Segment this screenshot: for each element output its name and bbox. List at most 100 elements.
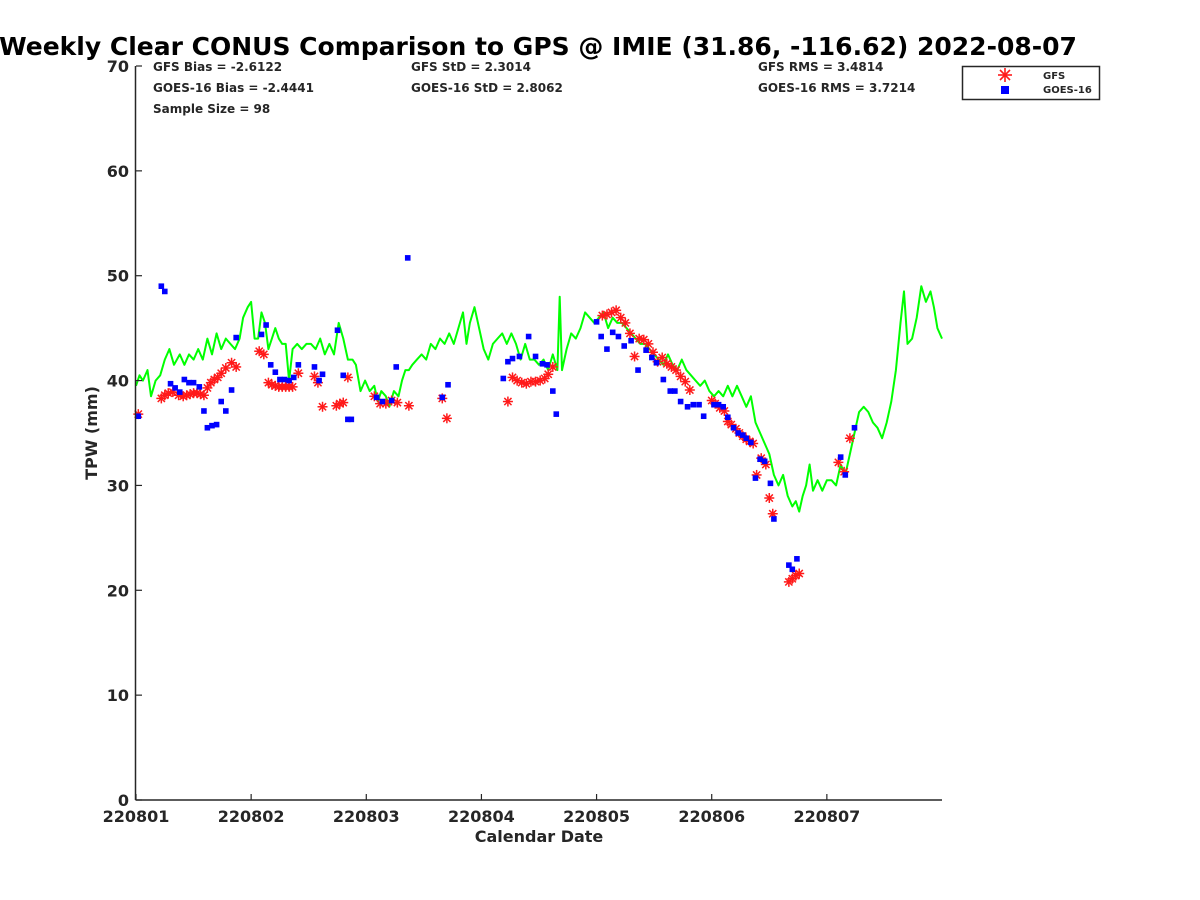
- y-axis-label: TPW (mm): [82, 386, 101, 480]
- goes-std-text: GOES-16 StD = 2.8062: [411, 81, 563, 95]
- gps-series-line: [135, 285, 943, 513]
- goes16-point: [190, 379, 197, 386]
- goes16-point: [277, 376, 283, 383]
- y-axis-ticks: 0 10 20 30 40 50 60 70: [107, 57, 142, 810]
- goes16-point: [635, 367, 641, 373]
- gfs-point: [317, 401, 328, 412]
- goes16-point: [209, 422, 215, 429]
- goes16-point: [628, 337, 634, 344]
- goes16-point: [761, 458, 768, 465]
- goes16-point: [715, 401, 722, 408]
- goes16-point: [161, 288, 168, 295]
- goes16-point: [598, 333, 604, 340]
- goes16-point: [267, 362, 274, 368]
- gfs-point: [643, 338, 654, 349]
- y-tick-label: 60: [107, 162, 129, 181]
- goes16-point: [345, 416, 351, 423]
- goes16-point: [767, 480, 774, 487]
- gfs-point: [844, 433, 855, 444]
- goes16-point: [218, 398, 225, 405]
- gfs-point: [684, 385, 695, 396]
- goes16-point: [393, 364, 400, 370]
- goes16-point: [516, 353, 523, 360]
- gfs-point: [611, 305, 622, 316]
- goes16-point: [176, 389, 183, 395]
- goes-rms-text: GOES-16 RMS = 3.7214: [758, 81, 915, 95]
- goes16-point: [263, 322, 269, 328]
- y-tick-label: 70: [107, 57, 129, 76]
- goes16-point: [181, 376, 188, 383]
- goes16-point: [445, 381, 451, 388]
- gfs-point: [543, 369, 554, 380]
- goes16-point: [786, 562, 792, 568]
- goes16-point: [789, 566, 796, 573]
- goes16-point: [348, 416, 355, 423]
- goes16-point: [711, 401, 717, 408]
- goes16-point: [281, 376, 288, 383]
- legend-gfs-marker: [998, 68, 1012, 82]
- legend: GFS GOES-16: [961, 65, 1101, 101]
- goes16-point: [295, 362, 302, 368]
- gfs-point: [231, 361, 242, 372]
- goes16-point: [851, 424, 858, 431]
- goes16-point: [748, 439, 754, 446]
- goes16-point: [660, 376, 667, 383]
- y-tick-label: 0: [118, 791, 129, 810]
- goes16-point: [649, 354, 655, 361]
- goes16-point: [340, 372, 347, 379]
- gfs-point: [629, 351, 640, 362]
- gfs-point: [675, 371, 686, 382]
- chart-title: Weekly Clear CONUS Comparison to GPS @ I…: [0, 32, 1077, 61]
- goes16-point: [439, 394, 446, 401]
- data-marks-layer: [133, 255, 858, 587]
- goes16-point: [319, 371, 326, 378]
- x-tick-label: 220806: [678, 807, 745, 826]
- goes16-point: [794, 556, 800, 562]
- goes16-point: [550, 388, 556, 394]
- x-tick-label: 220807: [793, 807, 860, 826]
- sample-size-text: Sample Size = 98: [153, 102, 270, 116]
- goes16-point: [720, 403, 727, 410]
- gfs-point: [198, 390, 209, 401]
- gfs-std-text: GFS StD = 2.3014: [411, 60, 531, 74]
- goes16-point: [316, 377, 322, 384]
- gfs-point: [403, 400, 414, 411]
- gfs-point: [657, 352, 668, 363]
- goes16-point: [286, 377, 292, 384]
- y-tick-label: 10: [107, 686, 129, 705]
- goes16-point: [500, 375, 507, 382]
- x-axis-label: Calendar Date: [475, 827, 604, 846]
- gfs-point: [220, 362, 231, 373]
- goes16-point: [725, 414, 731, 421]
- gfs-point: [287, 381, 298, 392]
- legend-goes-marker: [1001, 86, 1009, 94]
- goes16-point: [730, 424, 737, 431]
- goes16-point: [505, 358, 511, 365]
- goes16-point: [213, 421, 220, 428]
- gfs-point: [441, 413, 452, 424]
- gfs-point: [624, 328, 635, 339]
- gfs-point: [202, 382, 213, 393]
- goes16-point: [135, 413, 142, 420]
- goes16-point: [684, 403, 691, 410]
- gfs-point: [258, 349, 269, 360]
- goes16-point: [373, 394, 380, 401]
- gfs-point: [293, 368, 304, 379]
- goes16-point: [158, 283, 165, 289]
- goes16-point: [509, 355, 516, 362]
- legend-gfs-label: GFS: [1043, 71, 1065, 82]
- gfs-bias-text: GFS Bias = -2.6122: [153, 60, 282, 74]
- goes16-point: [196, 384, 203, 390]
- goes16-point: [258, 331, 265, 338]
- x-tick-label: 220803: [333, 807, 400, 826]
- x-tick-label: 220802: [218, 807, 285, 826]
- goes16-point: [525, 333, 532, 340]
- y-tick-label: 50: [107, 267, 129, 286]
- goes16-point: [388, 397, 395, 404]
- goes16-point: [204, 424, 211, 431]
- goes16-point: [201, 408, 207, 414]
- gfs-point: [212, 372, 223, 383]
- goes16-point: [311, 364, 318, 370]
- goes16-point: [842, 472, 849, 478]
- gfs-point: [764, 493, 775, 504]
